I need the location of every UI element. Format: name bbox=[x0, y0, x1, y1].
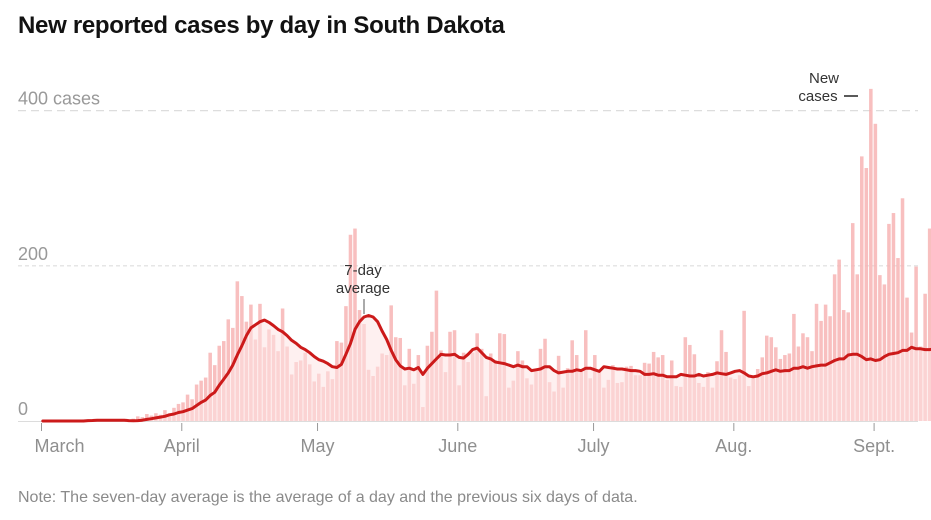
case-bar bbox=[348, 234, 353, 421]
case-bar bbox=[814, 303, 819, 421]
case-bar bbox=[900, 198, 905, 421]
case-bar bbox=[145, 414, 149, 421]
case-bar bbox=[136, 416, 140, 421]
average-area bbox=[42, 315, 931, 421]
case-bar bbox=[855, 274, 860, 421]
case-bar bbox=[864, 168, 869, 421]
x-tick-label: June bbox=[438, 436, 477, 456]
case-bar bbox=[882, 284, 887, 421]
case-bar bbox=[860, 156, 864, 421]
x-axis: March April May June July Aug. Sept. bbox=[35, 423, 895, 456]
chart-title: New reported cases by day in South Dakot… bbox=[18, 12, 505, 39]
average-annotation-label: 7-day bbox=[344, 262, 382, 279]
case-bar bbox=[891, 213, 896, 421]
average-line bbox=[41, 314, 931, 423]
case-bar bbox=[837, 259, 841, 421]
case-bar bbox=[873, 123, 878, 422]
case-bar bbox=[185, 394, 190, 421]
y-tick-label: 0 bbox=[18, 399, 28, 419]
case-bar bbox=[927, 228, 931, 421]
case-bar bbox=[208, 352, 212, 421]
case-bar bbox=[742, 310, 746, 421]
x-tick-label: March bbox=[35, 436, 85, 456]
new-cases-annotation-label: cases bbox=[798, 88, 837, 105]
average-annotation-label: average bbox=[336, 280, 390, 297]
y-axis: 0 200 400 cases bbox=[18, 89, 100, 419]
chart-note: Note: The seven-day average is the avera… bbox=[18, 489, 638, 506]
case-bar bbox=[887, 223, 891, 421]
gridlines bbox=[18, 109, 918, 422]
seven-day-average-area bbox=[42, 315, 931, 421]
case-bar bbox=[896, 258, 900, 421]
x-tick-label: April bbox=[164, 436, 200, 456]
case-bar bbox=[914, 266, 918, 421]
case-bar bbox=[353, 228, 357, 421]
case-bar bbox=[235, 281, 240, 421]
case-bar bbox=[194, 384, 199, 421]
x-tick-label: Sept. bbox=[853, 436, 895, 456]
case-bar bbox=[878, 275, 882, 421]
y-tick-label: 200 bbox=[18, 244, 48, 264]
case-bar bbox=[850, 223, 855, 421]
new-cases-annotation-label: New bbox=[809, 70, 839, 87]
seven-day-average-line bbox=[41, 314, 931, 423]
case-bar bbox=[869, 88, 873, 421]
case-bar bbox=[823, 304, 828, 421]
x-tick-label: Aug. bbox=[715, 436, 752, 456]
y-tick-label: 400 cases bbox=[18, 89, 100, 109]
case-bar bbox=[832, 274, 837, 421]
x-tick-label: July bbox=[578, 436, 610, 456]
chart-area: 0 200 400 cases March April May June July Aug. S… bbox=[18, 70, 931, 456]
case-bar bbox=[434, 290, 439, 421]
x-tick-label: May bbox=[301, 436, 335, 456]
